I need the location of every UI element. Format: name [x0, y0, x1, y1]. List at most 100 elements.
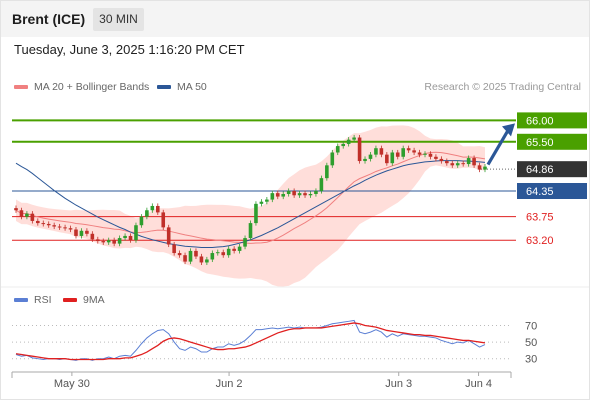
candle — [254, 203, 258, 224]
candle — [265, 199, 269, 202]
candle — [57, 226, 62, 228]
candle — [101, 241, 106, 243]
candle — [428, 153, 433, 157]
candle — [450, 163, 455, 166]
candle — [335, 146, 340, 153]
level-tag-66-00 — [517, 112, 587, 129]
candle — [150, 205, 155, 211]
candle — [297, 193, 302, 196]
x-axis-label: May 30 — [54, 378, 90, 390]
candle — [172, 244, 176, 254]
level-tag-64-86 — [517, 161, 587, 178]
candle — [139, 216, 144, 226]
candle — [74, 229, 78, 236]
candle — [194, 250, 198, 257]
candle — [455, 163, 460, 166]
candle — [19, 210, 24, 217]
ma9-swatch — [63, 298, 77, 302]
ma50-swatch — [157, 85, 171, 89]
candle — [461, 163, 465, 165]
candle — [134, 225, 138, 241]
candle — [85, 230, 89, 234]
candle — [423, 153, 427, 155]
candle — [472, 158, 476, 166]
candle — [439, 158, 444, 162]
timeframe-button[interactable]: 30 MIN — [93, 8, 144, 31]
rsi-tick-label: 70 — [525, 320, 537, 332]
candle — [325, 165, 329, 179]
legend-rsi-label: RSI — [34, 294, 52, 306]
candle — [210, 253, 215, 260]
rsi-line — [15, 319, 486, 361]
level-label-63-20: 63.20 — [526, 235, 554, 247]
candle — [314, 191, 318, 194]
candle — [205, 259, 209, 263]
candle — [303, 193, 307, 196]
candle — [112, 240, 116, 244]
level-label-64-35: 64.35 — [526, 186, 554, 198]
candle — [188, 250, 193, 262]
candle — [41, 223, 46, 225]
level-tag-65-50 — [517, 133, 587, 150]
candle — [368, 154, 373, 159]
legend-ma20-label: MA 20 + Bollinger Bands — [34, 81, 150, 93]
candle — [96, 239, 100, 242]
header-bar: Brent (ICE) 30 MIN — [1, 1, 589, 37]
candle — [46, 223, 51, 226]
candle — [352, 137, 356, 140]
candle — [79, 230, 84, 236]
candle — [117, 238, 122, 244]
candle — [270, 193, 275, 200]
candle — [401, 148, 405, 157]
candle — [183, 255, 187, 262]
candle — [243, 238, 247, 247]
candle — [68, 228, 73, 230]
candle — [412, 150, 416, 153]
candle — [477, 165, 482, 170]
candle — [63, 227, 67, 229]
legend-9ma[interactable]: 9MA — [63, 294, 105, 306]
legend-ma50-label: MA 50 — [177, 81, 207, 93]
level-label-66-00: 66.00 — [526, 115, 554, 127]
rsi-swatch — [14, 298, 28, 302]
candle — [341, 143, 346, 147]
candle — [483, 166, 487, 170]
candle — [417, 152, 422, 155]
legend-ma20[interactable]: MA 20 + Bollinger Bands — [14, 81, 149, 93]
x-axis-label: Jun 4 — [465, 378, 492, 390]
candle — [161, 212, 166, 228]
candle — [292, 191, 296, 196]
ma20-swatch — [14, 85, 28, 89]
level-label-63-75: 63.75 — [526, 212, 554, 224]
candle — [385, 154, 389, 164]
legend-ma50[interactable]: MA 50 — [157, 81, 207, 93]
rsi-tick-label: 50 — [525, 337, 537, 349]
candle — [248, 223, 253, 239]
candle — [232, 248, 236, 251]
candle — [286, 191, 291, 194]
rsi-tick-label: 30 — [525, 354, 537, 366]
legend-rsi[interactable]: RSI — [14, 294, 52, 306]
candle — [363, 158, 367, 162]
candle — [379, 148, 384, 155]
candle — [237, 246, 242, 251]
timestamp: Tuesday, June 3, 2025 1:16:20 PM CET — [14, 42, 245, 57]
legend-9ma-label: 9MA — [83, 294, 105, 306]
candle — [226, 248, 231, 256]
candle — [155, 205, 160, 213]
candle — [357, 137, 362, 162]
credit-text: Research © 2025 Trading Central — [424, 81, 581, 93]
candle — [221, 252, 226, 256]
candle — [145, 210, 149, 217]
candle — [52, 225, 56, 227]
candle — [281, 193, 286, 197]
projection-arrow — [486, 129, 510, 166]
projection-arrowhead — [502, 123, 515, 137]
candle — [275, 193, 280, 197]
candle — [330, 152, 335, 166]
candle — [395, 152, 400, 157]
level-label-65-50: 65.50 — [526, 137, 554, 149]
candle — [374, 148, 378, 155]
